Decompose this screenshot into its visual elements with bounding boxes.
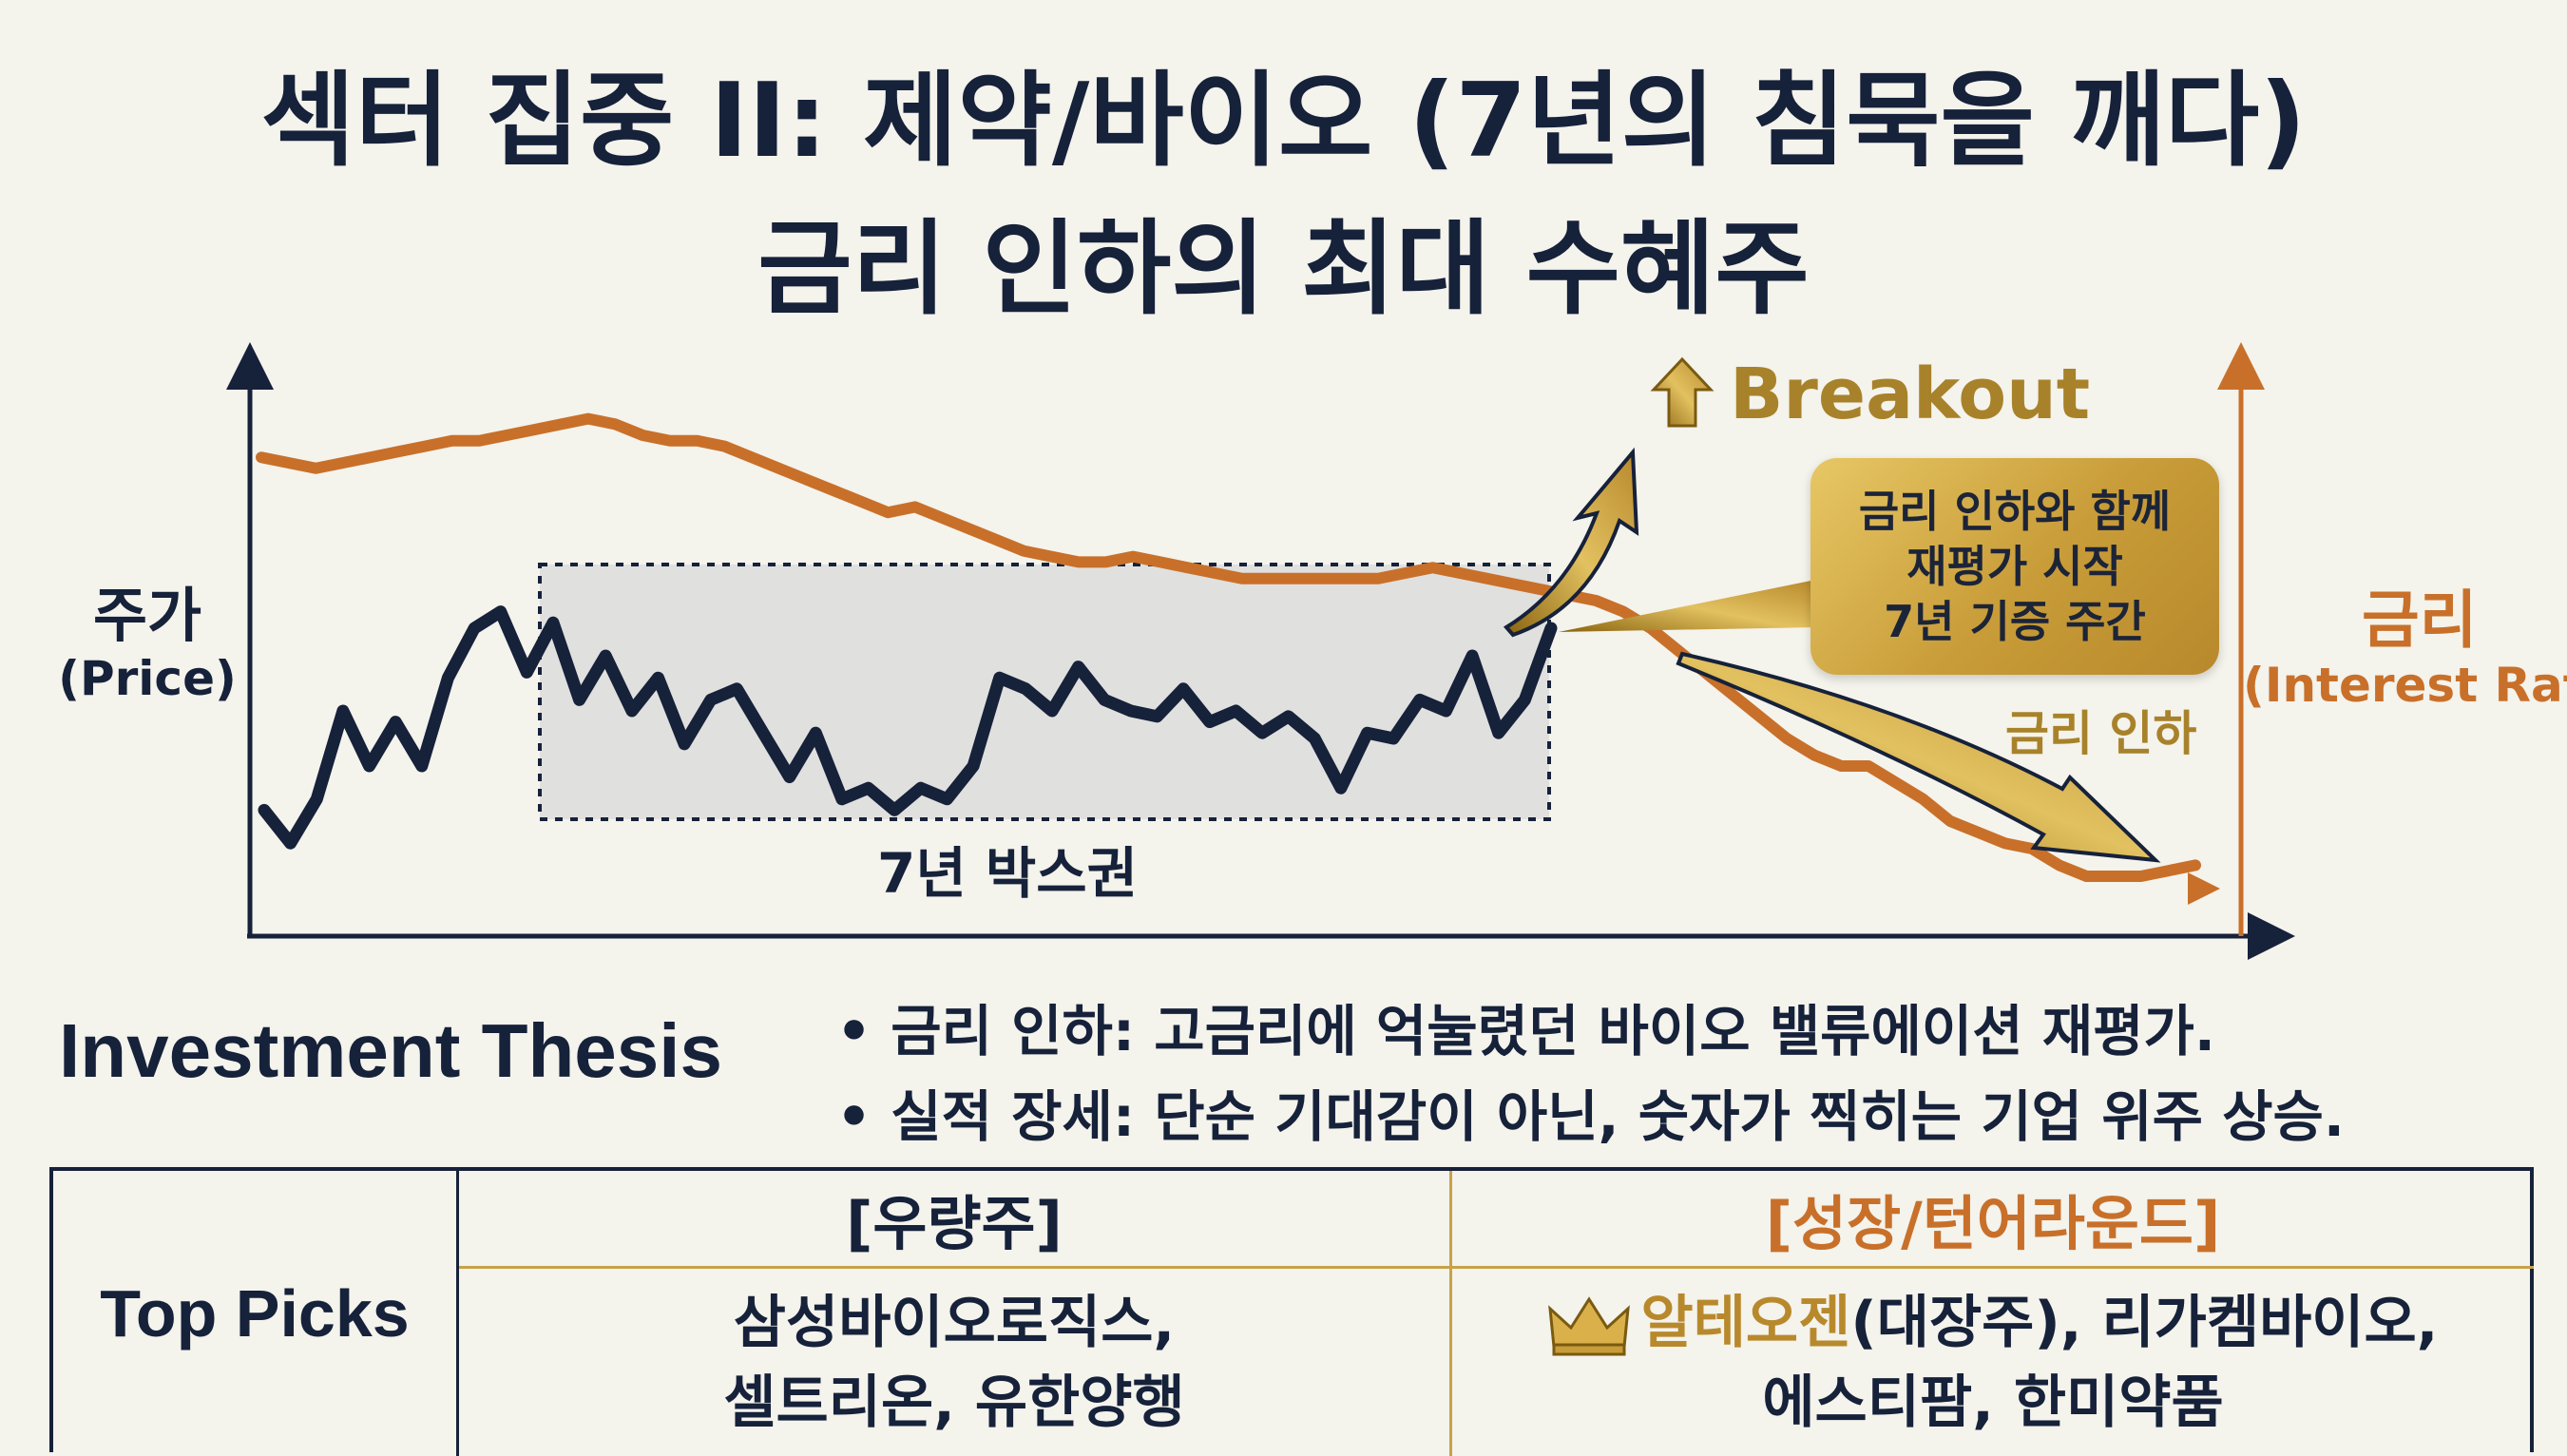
rerating-callout: 금리 인하와 함께 재평가 시작 7년 기증 주간: [1810, 458, 2219, 675]
series-line-price: [258, 605, 1558, 850]
rate-cut-label: 금리 인하: [2005, 706, 2197, 761]
thesis-point: 금리 인하: 고금리에 억눌렸던 바이오 밸류에이션 재평가.: [836, 988, 2345, 1074]
breakout-label: Breakout: [1730, 354, 2091, 435]
breakout-arrow: [1503, 447, 1639, 638]
breakout-up-arrow-icon: [1650, 356, 1715, 428]
rate-line-arrowhead: [2188, 872, 2220, 905]
lead-stock-name: 알테오젠: [1640, 1289, 1851, 1356]
growth-stocks-cell: 알테오젠(대장주), 리가켐바이오, 에스티팜, 한미약품: [1452, 1269, 2534, 1456]
top-picks-label: Top Picks: [53, 1171, 459, 1456]
page-title: 섹터 집중 II: 제약/바이오 (7년의 침묵을 깨다): [260, 62, 2307, 181]
investment-thesis-title: Investment Thesis: [59, 1008, 723, 1093]
thesis-point: 실적 장세: 단순 기대감이 아닌, 숫자가 찍히는 기업 위주 상승.: [836, 1074, 2345, 1159]
growth-stocks-line: 알테오젠(대장주), 리가켐바이오,: [1547, 1283, 2439, 1363]
page-subtitle: 금리 인하의 최대 수혜주: [757, 210, 1810, 329]
rate-cut-arrow: [1676, 651, 2161, 863]
callout-line: 금리 인하와 함께: [1858, 486, 2172, 537]
series-line-interest-rate: [256, 412, 2201, 882]
crown-icon: [1547, 1296, 1630, 1356]
rate-axis-label: 금리: [2362, 584, 2478, 657]
top-picks-table: Top Picks [우량주] [성장/턴어라운드] 삼성바이오로직스, 셀트리…: [49, 1167, 2534, 1456]
box-range-label: 7년 박스권: [877, 841, 1138, 906]
callout-line: 7년 기증 주간: [1884, 596, 2146, 647]
box-range: [538, 563, 1551, 821]
price-axis-sublabel: (Price): [58, 651, 237, 706]
value-stocks-line: 셀트리온, 유한양행: [723, 1369, 1185, 1436]
value-stocks-cell: 삼성바이오로직스, 셀트리온, 유한양행: [459, 1269, 1452, 1456]
y-axis-left-label: 주가 (Price): [38, 582, 257, 707]
rate-axis-sublabel: (Interest Rate): [2243, 658, 2567, 713]
value-stocks-header: [우량주]: [459, 1171, 1452, 1269]
value-stocks-line: 삼성바이오로직스,: [733, 1289, 1176, 1356]
price-axis-label: 주가: [92, 581, 202, 650]
callout-pointer: [1559, 580, 1815, 632]
y-axis-right-label: 금리 (Interest Rate): [2243, 584, 2567, 714]
growth-stocks-header: [성장/턴어라운드]: [1452, 1171, 2534, 1269]
growth-stocks-line: 에스티팜, 한미약품: [1762, 1369, 2224, 1436]
growth-stocks-rest: (대장주), 리가켐바이오,: [1850, 1289, 2439, 1356]
callout-line: 재평가 시작: [1906, 541, 2123, 592]
thesis-list: 금리 인하: 고금리에 억눌렸던 바이오 밸류에이션 재평가. 실적 장세: 단…: [836, 988, 2345, 1159]
